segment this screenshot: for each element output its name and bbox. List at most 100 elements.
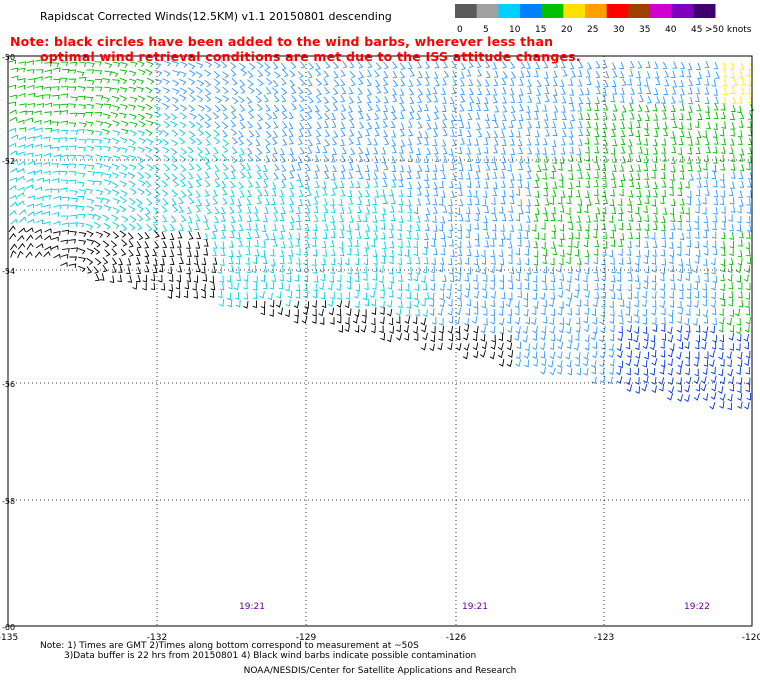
wind-barb: [652, 103, 658, 112]
wind-barb: [644, 223, 649, 232]
wind-barb: [543, 213, 549, 222]
longitude-label: -132: [147, 633, 167, 643]
wind-barb: [439, 164, 445, 172]
wind-barb: [221, 78, 229, 86]
wind-barb: [617, 213, 623, 222]
wind-barb: [573, 342, 580, 351]
wind-barb: [367, 69, 372, 78]
wind-barb: [703, 215, 709, 224]
wind-barb: [331, 120, 337, 128]
wind-barb: [171, 198, 177, 206]
wind-barb: [68, 163, 77, 169]
wind-barb: [188, 196, 195, 205]
wind-barb: [19, 216, 27, 223]
wind-barb: [10, 201, 18, 208]
wind-barb: [619, 61, 625, 69]
wind-barb: [636, 137, 642, 145]
wind-barb: [196, 173, 202, 182]
wind-barb: [584, 257, 589, 265]
wind-barb: [693, 393, 700, 401]
wind-barb: [274, 163, 280, 172]
wind-barb: [237, 205, 242, 213]
wind-barb: [641, 299, 647, 308]
wind-barb: [76, 222, 85, 228]
wind-barb: [534, 180, 539, 189]
wind-barb: [636, 154, 642, 163]
wind-barb: [381, 249, 387, 257]
wind-barb: [380, 283, 385, 292]
wind-barb: [635, 342, 640, 351]
wind-barb: [706, 121, 711, 130]
wind-barb: [542, 147, 547, 155]
wind-barb: [642, 309, 648, 317]
wind-barb: [677, 300, 682, 309]
wind-barb: [307, 105, 313, 113]
wind-barb: [711, 240, 717, 249]
wind-barb: [438, 264, 444, 273]
wind-barb: [392, 79, 399, 88]
wind-barb: [257, 69, 264, 78]
wind-barb: [644, 180, 650, 188]
wind-barb: [593, 188, 599, 197]
wind-barb: [670, 198, 676, 207]
wind-barb: [246, 223, 252, 231]
wind-barb: [497, 264, 503, 273]
wind-barb: [53, 154, 62, 159]
wind-barb: [356, 231, 362, 239]
wind-barb: [213, 129, 220, 137]
wind-barb: [610, 172, 616, 180]
wind-barb: [661, 180, 667, 188]
wind-barb: [533, 265, 538, 274]
wind-barb: [460, 95, 466, 103]
wind-barb: [577, 198, 583, 206]
wind-barb: [383, 86, 389, 94]
wind-barb: [559, 257, 564, 266]
wind-barb: [204, 121, 211, 129]
wind-barb: [320, 291, 326, 300]
wind-barb: [43, 152, 51, 158]
wind-barb: [238, 239, 243, 247]
wind-barb: [340, 69, 346, 77]
wind-barb: [618, 309, 623, 318]
wind-barb: [382, 241, 387, 249]
wind-barb: [659, 383, 665, 392]
wind-barb: [584, 342, 590, 351]
wind-barb: [661, 163, 666, 171]
wind-barb: [289, 189, 295, 197]
wind-barb: [653, 113, 659, 121]
wind-barb: [119, 172, 127, 178]
wind-barb: [126, 258, 132, 266]
wind-barb: [281, 104, 287, 113]
wind-barb: [412, 316, 418, 325]
wind-barb: [137, 232, 144, 241]
wind-barb: [233, 282, 239, 291]
wind-barb: [331, 96, 338, 104]
wind-barb: [213, 146, 219, 155]
wind-barb: [119, 95, 127, 102]
wind-barb: [720, 103, 726, 111]
wind-barb: [669, 343, 675, 351]
wind-barb: [413, 300, 420, 308]
wind-barb: [255, 95, 263, 104]
wind-barb: [429, 343, 435, 352]
wind-barb: [579, 88, 584, 96]
wind-barb: [439, 325, 444, 334]
wind-barb: [432, 198, 438, 206]
wind-barb: [295, 239, 301, 247]
wind-barb: [671, 87, 677, 95]
wind-barb: [153, 61, 162, 69]
wind-barb: [662, 207, 668, 215]
wind-barb: [643, 79, 649, 87]
wind-barb: [280, 224, 286, 232]
wind-barb: [336, 315, 342, 324]
wind-barb: [653, 147, 658, 155]
wind-barb: [315, 62, 321, 71]
wind-barb: [60, 93, 69, 98]
wind-barb: [313, 283, 318, 292]
wind-barb: [137, 162, 145, 171]
wind-barb: [526, 188, 532, 197]
wind-barb: [695, 137, 700, 145]
wind-barb: [627, 350, 633, 359]
wind-barb: [637, 104, 643, 112]
wind-barb: [456, 266, 462, 275]
